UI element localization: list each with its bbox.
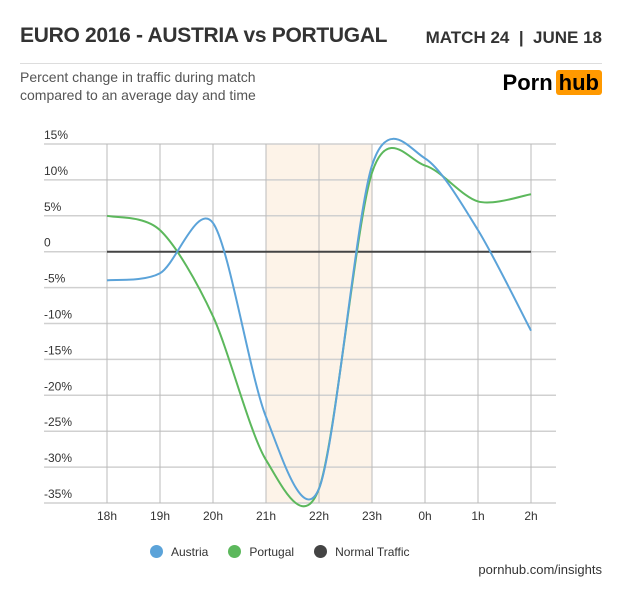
x-tick-label: 20h bbox=[203, 509, 223, 523]
divider bbox=[20, 63, 602, 64]
x-tick-label: 1h bbox=[471, 509, 484, 523]
legend-item[interactable]: Portugal bbox=[228, 545, 294, 559]
x-tick-label: 21h bbox=[256, 509, 276, 523]
y-tick-label: -10% bbox=[44, 308, 72, 322]
x-tick-label: 18h bbox=[97, 509, 117, 523]
legend-dot-icon bbox=[228, 545, 242, 558]
subtitle: Percent change in traffic during match co… bbox=[20, 69, 256, 103]
legend-label: Austria bbox=[171, 545, 209, 559]
y-tick-label: -5% bbox=[44, 272, 66, 286]
y-tick-label: -20% bbox=[44, 379, 72, 393]
legend-dot-icon bbox=[314, 545, 328, 558]
y-tick-label: 0 bbox=[44, 236, 51, 250]
source-link[interactable]: pornhub.com/insights bbox=[478, 562, 602, 577]
y-tick-label: -25% bbox=[44, 415, 72, 429]
legend-label: Normal Traffic bbox=[335, 545, 410, 559]
legend-item[interactable]: Normal Traffic bbox=[314, 545, 410, 559]
series-line-austria bbox=[106, 138, 532, 501]
legend: Austria Portugal Normal Traffic bbox=[150, 545, 410, 559]
y-tick-label: 5% bbox=[44, 200, 62, 214]
legend-label: Portugal bbox=[249, 545, 295, 559]
x-tick-label: 2h bbox=[524, 509, 537, 523]
logo: Porn hub bbox=[503, 70, 602, 96]
y-tick-label: -35% bbox=[44, 487, 72, 501]
y-tick-label: -15% bbox=[44, 343, 72, 357]
legend-dot-icon bbox=[150, 545, 163, 558]
x-tick-label: 22h bbox=[309, 509, 329, 523]
legend-item[interactable]: Austria bbox=[150, 545, 208, 559]
y-tick-label: -30% bbox=[44, 451, 72, 465]
chart-title: EURO 2016 - AUSTRIA vs PORTUGAL bbox=[20, 24, 388, 47]
y-tick-label: 15% bbox=[44, 128, 68, 142]
x-tick-label: 0h bbox=[418, 509, 431, 523]
x-tick-label: 23h bbox=[362, 509, 382, 523]
x-tick-label: 19h bbox=[150, 509, 170, 523]
match-info: MATCH 24 | JUNE 18 bbox=[425, 28, 602, 47]
y-tick-label: 10% bbox=[44, 164, 68, 178]
